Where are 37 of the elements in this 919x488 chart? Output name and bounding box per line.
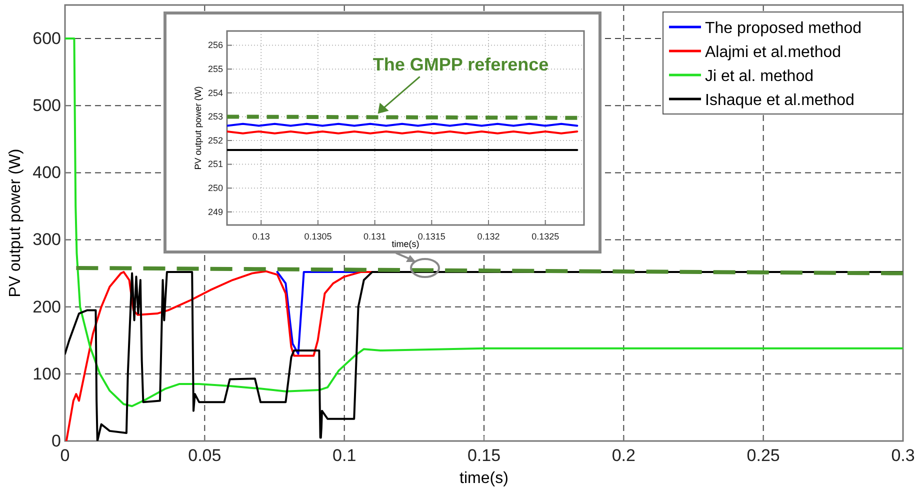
y-axis-title: PV output power (W): [193, 86, 203, 170]
y-tick-label: 253: [208, 112, 223, 122]
x-tick-label: 0.1315: [418, 231, 446, 242]
x-axis-title: time(s): [392, 239, 420, 249]
x-tick-label: 0.132: [477, 231, 500, 242]
x-tick-label: 0.1305: [304, 231, 332, 242]
x-tick-label: 0.05: [188, 446, 222, 466]
y-tick-label: 252: [208, 135, 223, 146]
line-series: [65, 38, 903, 408]
x-tick-label: 0.13: [252, 231, 270, 242]
annotation: The GMPP reference: [372, 54, 549, 75]
legend-label: Alajmi et al.method: [705, 44, 842, 61]
y-tick-label: 255: [208, 64, 223, 74]
y-tick-label: 254: [208, 88, 223, 98]
legend-label: Ishaque et al.method: [705, 92, 854, 109]
y-tick-label: 500: [32, 96, 61, 116]
legend-label: Ji et al. method: [705, 68, 814, 85]
x-tick-label: 0.131: [364, 231, 386, 242]
y-tick-label: 249: [208, 206, 223, 217]
x-axis-title: time(s): [460, 470, 508, 487]
y-tick-label: 400: [32, 163, 61, 182]
x-tick-label: 0.1325: [532, 231, 560, 242]
y-tick-label: 0: [52, 431, 61, 450]
y-tick-label: 251: [208, 159, 223, 170]
y-tick-label: 250: [208, 182, 223, 193]
y-tick-label: 300: [32, 230, 61, 250]
x-tick-label: 0.15: [467, 446, 501, 466]
y-axis-title: PV output power (W): [7, 148, 24, 298]
y-tick-label: 200: [32, 297, 61, 316]
y-tick-label: 256: [208, 40, 223, 50]
y-tick-label: 100: [32, 364, 61, 384]
y-tick-label: 600: [32, 28, 61, 48]
legend-label: The proposed method: [705, 20, 862, 37]
x-tick-label: 0.3: [891, 446, 915, 466]
x-tick-label: 0.25: [746, 446, 780, 466]
x-tick-label: 0.2: [612, 446, 636, 466]
x-tick-label: 0.1: [332, 446, 356, 466]
